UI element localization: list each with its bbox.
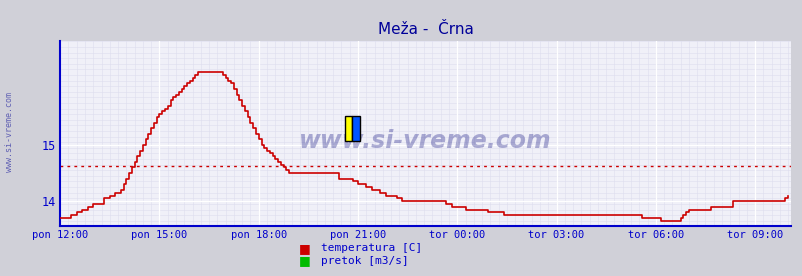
Text: pretok [m3/s]: pretok [m3/s] xyxy=(321,256,408,266)
Text: temperatura [C]: temperatura [C] xyxy=(321,243,422,253)
Title: Meža -  Črna: Meža - Črna xyxy=(377,22,473,38)
Text: www.si-vreme.com: www.si-vreme.com xyxy=(299,129,551,153)
Text: ■: ■ xyxy=(299,242,310,255)
Text: www.si-vreme.com: www.si-vreme.com xyxy=(5,92,14,172)
Text: ■: ■ xyxy=(299,254,310,267)
